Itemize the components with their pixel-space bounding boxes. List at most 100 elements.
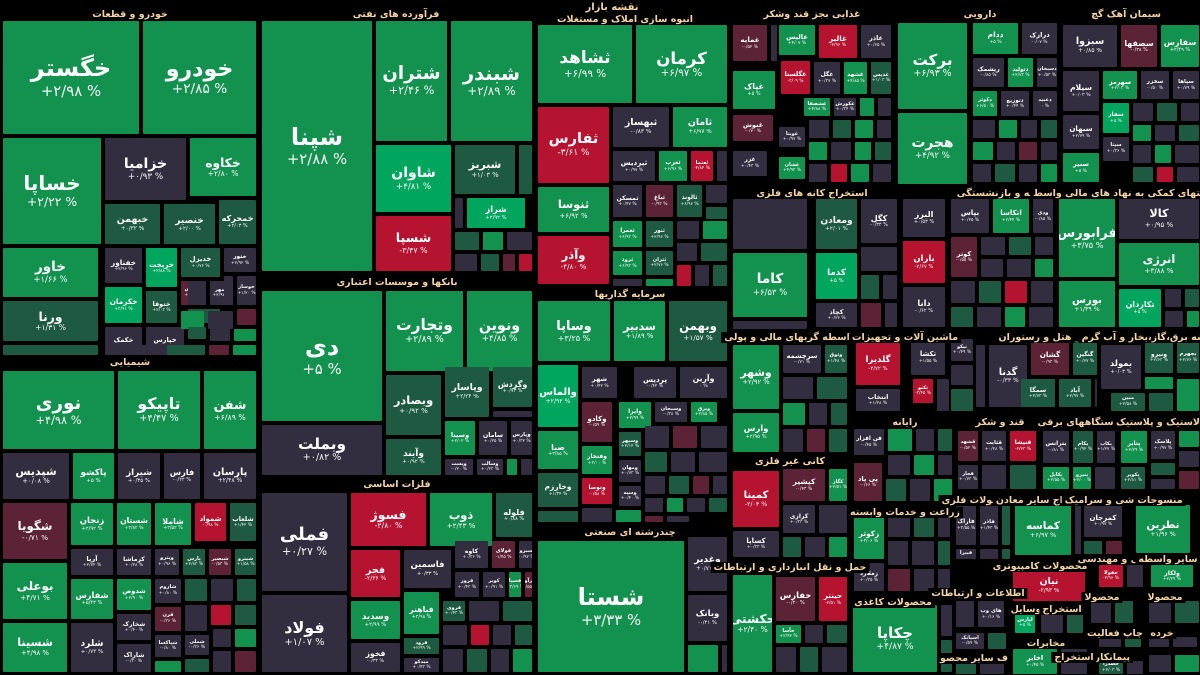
filler-tile[interactable]: [471, 625, 489, 645]
filler-tile[interactable]: [519, 145, 532, 194]
filler-tile[interactable]: [211, 579, 233, 601]
filler-tile[interactable]: [982, 465, 1006, 489]
filler-tile[interactable]: [1035, 259, 1053, 277]
stock-tile[interactable]: فارس -۰/۲۲ %: [164, 453, 200, 499]
stock-tile[interactable]: بپاس +۰/۲۵ %: [951, 199, 989, 233]
filler-tile[interactable]: [1145, 377, 1173, 389]
filler-tile[interactable]: [783, 403, 805, 425]
filler-tile[interactable]: [1061, 661, 1087, 672]
filler-tile[interactable]: [833, 120, 851, 138]
stock-tile[interactable]: شاراک -۰/۳۰ %: [117, 644, 151, 672]
stock-tile[interactable]: وسپه +۰/۴۰ %: [619, 486, 641, 506]
filler-tile[interactable]: [988, 633, 1006, 649]
stock-tile[interactable]: های وب +۰/۱۶ %: [978, 601, 1004, 627]
stock-tile[interactable]: وبملت +۰/۸۲ %: [262, 425, 382, 475]
filler-tile[interactable]: [1133, 145, 1151, 163]
filler-tile[interactable]: [722, 645, 727, 672]
filler-tile[interactable]: [667, 516, 689, 522]
stock-tile[interactable]: سخزر -۰/۵۰ %: [1141, 71, 1169, 99]
filler-tile[interactable]: [1179, 471, 1199, 489]
stock-tile[interactable]: شفن +۶/۸۹ %: [204, 371, 256, 449]
stock-tile[interactable]: وخارزم +۱/۳۴ %: [538, 473, 578, 507]
filler-tile[interactable]: [980, 549, 998, 559]
filler-tile[interactable]: [645, 426, 669, 448]
filler-tile[interactable]: [213, 651, 231, 672]
filler-tile[interactable]: [1127, 661, 1143, 674]
stock-tile[interactable]: قرن -۰/۳۶ %: [155, 607, 181, 631]
filler-tile[interactable]: [582, 508, 612, 522]
stock-tile[interactable]: غگلستا -۳/۰۹ %: [781, 61, 810, 94]
filler-tile[interactable]: [831, 164, 847, 182]
filler-tile[interactable]: [185, 659, 209, 672]
stock-tile[interactable]: انتخاب +۱/۲۸ %: [856, 389, 900, 411]
stock-tile[interactable]: ثفارس -۳/۶۱ %: [538, 107, 609, 183]
filler-tile[interactable]: [829, 429, 847, 452]
filler-tile[interactable]: [1179, 125, 1199, 141]
stock-tile[interactable]: سیلام +۰/۰۳ %: [1063, 71, 1099, 111]
stock-tile[interactable]: غالبر -۲/۹۶ %: [819, 25, 857, 58]
filler-tile[interactable]: [699, 452, 727, 472]
filler-tile[interactable]: [213, 629, 231, 647]
stock-tile[interactable]: فسوژ -۲/۸۰ %: [351, 493, 426, 546]
stock-tile[interactable]: قنیشا -۲/۲۳ %: [1010, 431, 1036, 461]
filler-tile[interactable]: [886, 479, 906, 501]
stock-tile[interactable]: پارس +۲/۸۳ %: [183, 549, 205, 575]
stock-tile[interactable]: وایرا +۲/۹۹ %: [619, 402, 651, 428]
filler-tile[interactable]: [733, 199, 807, 249]
stock-tile[interactable]: ثباغ -۰/۹۳ %: [646, 185, 673, 217]
stock-tile[interactable]: بکابل +۲/۵۵ %: [1043, 467, 1069, 489]
stock-tile[interactable]: کوثر -۰/۵۵ %: [951, 237, 977, 277]
stock-tile[interactable]: ثنوسا +۶/۹۲ %: [538, 187, 609, 232]
stock-tile[interactable]: وگردش +۰/۷۳ %: [493, 367, 532, 407]
stock-tile[interactable]: بکام +۰/۹۲ %: [1073, 431, 1093, 463]
filler-tile[interactable]: [646, 279, 673, 286]
stock-tile[interactable]: ثنور +۲/۹۶ %: [646, 221, 673, 247]
stock-tile[interactable]: ثمسکن +۰/۴۷ %: [613, 185, 642, 217]
stock-tile[interactable]: غکورش +۰/۳۴ %: [834, 98, 856, 116]
stock-tile[interactable]: کاما +۶/۵۳ %: [733, 253, 807, 317]
filler-tile[interactable]: [507, 459, 517, 475]
filler-tile[interactable]: [695, 265, 709, 286]
filler-tile[interactable]: [822, 647, 847, 672]
stock-tile[interactable]: کساپا +۰/۳۳ %: [733, 531, 779, 557]
stock-tile[interactable]: خکرمان +۲/۹۱ %: [105, 287, 142, 323]
stock-tile[interactable]: خنصیر +۲/۰۰ %: [164, 204, 215, 244]
filler-tile[interactable]: [237, 309, 256, 325]
filler-tile[interactable]: [1175, 601, 1199, 623]
stock-tile[interactable]: گدنا -۰/۳۳ %: [989, 345, 1027, 407]
filler-tile[interactable]: [233, 345, 256, 355]
stock-tile[interactable]: اسیاتک -۰/۵۹ %: [956, 633, 984, 649]
filler-tile[interactable]: [1155, 125, 1175, 141]
stock-tile[interactable]: صبا +۳/۸۵ %: [538, 431, 578, 469]
filler-tile[interactable]: [713, 476, 727, 494]
stock-tile[interactable]: غدیس +۱/۰۳ %: [871, 62, 891, 94]
stock-tile[interactable]: شبندر +۲/۸۹ %: [451, 21, 532, 141]
stock-tile[interactable]: غاذر +۰/۶۵ %: [861, 25, 891, 58]
stock-tile[interactable]: دعبید ۰ %: [1033, 91, 1057, 116]
filler-tile[interactable]: [938, 429, 952, 451]
filler-tile[interactable]: [538, 511, 578, 522]
stock-tile[interactable]: ختوقا +۲/۰۳ %: [146, 291, 177, 323]
stock-tile[interactable]: گنگین +۰/۷۷ %: [1073, 341, 1097, 375]
stock-tile[interactable]: شاروم +۰/۸۰ %: [155, 579, 181, 603]
filler-tile[interactable]: [155, 661, 181, 672]
filler-tile[interactable]: [910, 479, 930, 501]
stock-tile[interactable]: آریا +۲/۷۲ %: [71, 549, 113, 575]
stock-tile[interactable]: دسبحان +۰/۵۳ %: [1037, 58, 1057, 87]
filler-tile[interactable]: [783, 429, 803, 452]
filler-tile[interactable]: [469, 601, 499, 621]
stock-tile[interactable]: خفناور +۲/۹۶ %: [105, 248, 142, 283]
filler-tile[interactable]: [809, 164, 827, 182]
filler-tile[interactable]: [976, 345, 985, 407]
filler-tile[interactable]: [443, 649, 463, 672]
filler-tile[interactable]: [885, 303, 897, 327]
filler-tile[interactable]: [645, 476, 665, 494]
stock-tile[interactable]: ثالوند +۶/۹۶ %: [677, 185, 702, 217]
filler-tile[interactable]: [667, 498, 683, 512]
filler-tile[interactable]: [493, 625, 511, 645]
filler-tile[interactable]: [776, 647, 796, 672]
stock-tile[interactable]: فسپا+۳/۶۹ %: [509, 572, 521, 597]
filler-tile[interactable]: [1175, 145, 1199, 163]
filler-tile[interactable]: [1149, 393, 1173, 411]
stock-tile[interactable]: شهر +۰/۴۲ %: [582, 367, 617, 398]
